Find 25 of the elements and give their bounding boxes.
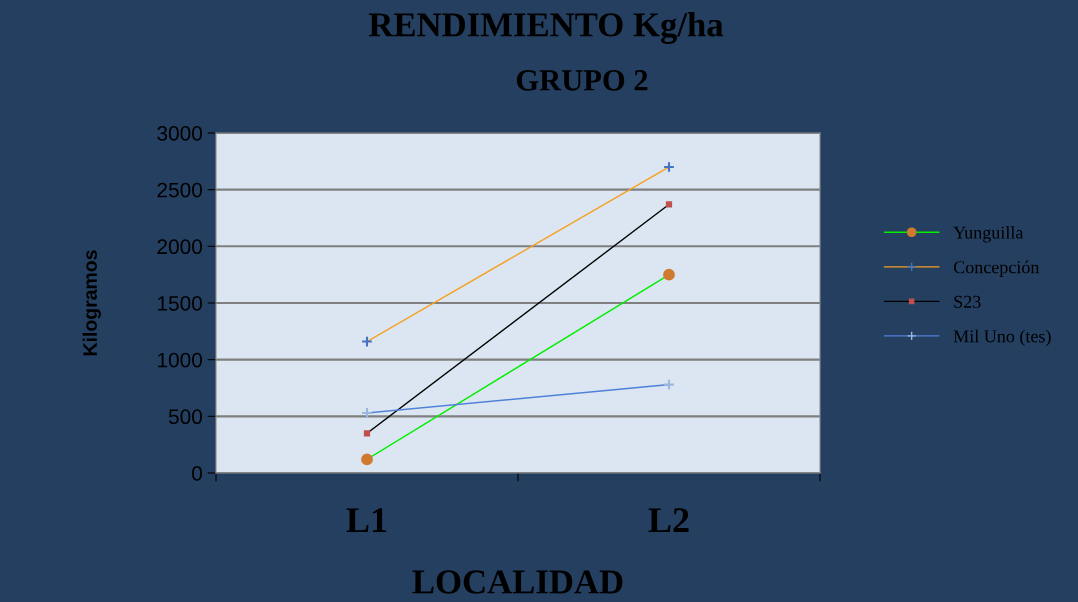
y-tick-label: 1500 xyxy=(158,296,202,311)
legend-label: Yunguilla xyxy=(953,226,1024,243)
y-tick-label: 2500 xyxy=(157,182,202,198)
chart-subtitle: GRUPO 2 xyxy=(516,70,648,91)
chart-title: RENDIMIENTO Kg/ha xyxy=(368,12,724,44)
y-tick-label: 500 xyxy=(168,409,202,425)
point xyxy=(363,430,371,437)
point xyxy=(361,335,373,348)
y-tick-label: 2000 xyxy=(157,239,202,255)
legend-label: S23 xyxy=(954,295,981,308)
point xyxy=(361,407,373,419)
x-axis-title: LOCALIDAD xyxy=(412,570,623,594)
point xyxy=(663,161,675,173)
point xyxy=(361,453,373,466)
point xyxy=(665,201,673,208)
x-tick-label: L2 xyxy=(648,508,689,533)
point xyxy=(663,268,675,281)
x-tick-label: L1 xyxy=(346,508,387,533)
point xyxy=(663,378,675,391)
y-axis-title: Kilogramos xyxy=(82,250,101,356)
y-tick-label: 0 xyxy=(192,466,202,481)
y-tick-label: 1000 xyxy=(158,352,202,368)
y-tick-label: 3000 xyxy=(157,126,202,141)
legend-label: Concepción xyxy=(953,260,1040,277)
legend-label: Mil Uno (tes) xyxy=(953,329,1051,347)
